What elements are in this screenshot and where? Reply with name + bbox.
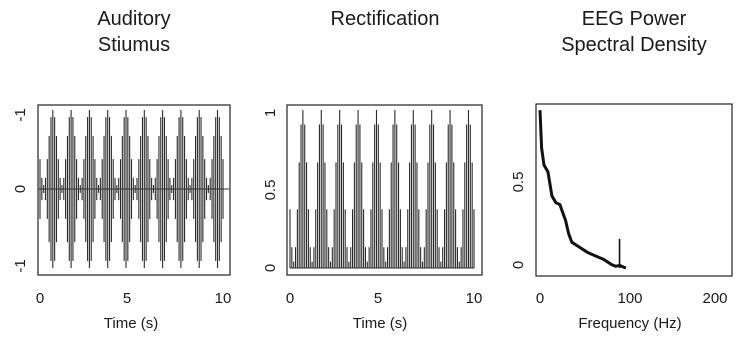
chart-title-line-2: Stiumus (98, 34, 170, 56)
chart-title: Rectification (331, 8, 440, 30)
x-tick-label: 0 (286, 290, 294, 307)
x-axis-label: Time (s) (353, 315, 407, 332)
y-tick-label: 0.5 (510, 172, 527, 193)
x-tick-label: 200 (702, 290, 727, 307)
y-tick-label: 0 (12, 185, 29, 193)
y-tick-label: -1 (12, 108, 29, 121)
plot-area (38, 110, 229, 268)
chart-title-line-1: EEG Power (582, 8, 687, 30)
panel-eeg-psd: EEG Power Spectral Density 0.5 0 0 100 2… (510, 8, 733, 332)
x-tick-label: 100 (617, 290, 642, 307)
panel-auditory-stimulus: Auditory Stiumus -1 0 -1 0 5 10 Time (s) (12, 8, 231, 332)
plot-area (289, 110, 475, 269)
plot-area (538, 110, 627, 270)
y-tick-label: 0.5 (262, 180, 279, 201)
x-tick-label: 0 (536, 290, 544, 307)
psd-line (538, 110, 627, 270)
x-tick-label: 5 (374, 290, 382, 307)
x-tick-label: 10 (466, 290, 483, 307)
y-tick-label: 1 (262, 109, 279, 117)
y-tick-label: 0 (262, 264, 279, 272)
y-tick-label: 0 (510, 261, 527, 269)
x-axis-label: Time (s) (104, 315, 158, 332)
plot-frame (37, 104, 231, 276)
x-axis-label: Frequency (Hz) (578, 315, 681, 332)
plot-frame (535, 103, 733, 277)
x-tick-label: 5 (123, 290, 131, 307)
x-tick-label: 0 (36, 290, 44, 307)
plot-frame (286, 104, 483, 276)
chart-title-line-1: Auditory (97, 8, 170, 30)
chart-title-line-2: Spectral Density (561, 34, 707, 56)
y-tick-label: -1 (12, 259, 29, 272)
panel-rectification: Rectification 1 0.5 0 0 5 10 Time (s) (262, 8, 483, 332)
x-tick-label: 10 (215, 290, 232, 307)
